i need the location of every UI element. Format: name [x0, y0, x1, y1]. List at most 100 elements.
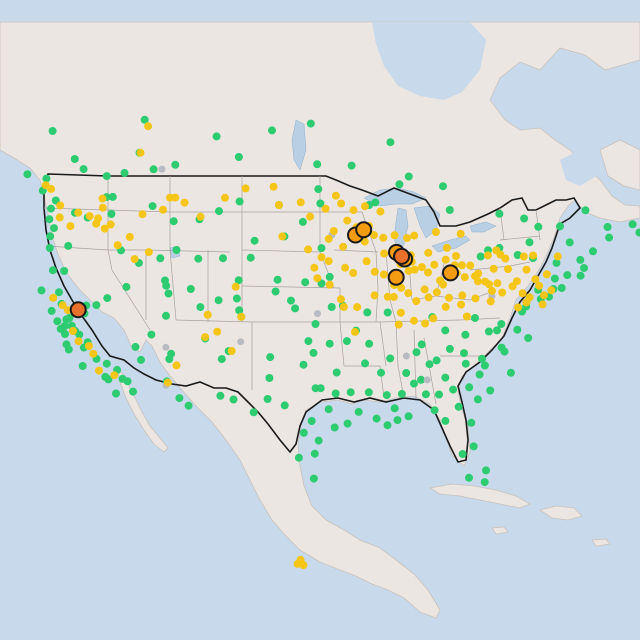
- yellow-site-marker[interactable]: [349, 206, 358, 215]
- green-site-marker[interactable]: [449, 385, 458, 394]
- yellow-site-marker[interactable]: [221, 193, 229, 202]
- green-site-marker[interactable]: [417, 340, 426, 349]
- yellow-site-marker[interactable]: [379, 233, 388, 242]
- green-site-marker[interactable]: [346, 388, 355, 397]
- yellow-site-marker[interactable]: [74, 208, 83, 217]
- green-site-marker[interactable]: [23, 170, 32, 179]
- yellow-site-marker[interactable]: [488, 286, 496, 295]
- green-site-marker[interactable]: [430, 406, 439, 415]
- yellow-site-marker[interactable]: [331, 191, 340, 200]
- green-site-marker[interactable]: [589, 247, 597, 256]
- yellow-site-marker[interactable]: [379, 270, 388, 279]
- green-site-marker[interactable]: [435, 390, 443, 399]
- green-site-marker[interactable]: [229, 395, 238, 404]
- green-site-marker[interactable]: [45, 215, 54, 224]
- yellow-site-marker[interactable]: [172, 361, 181, 370]
- yellow-site-marker[interactable]: [529, 251, 538, 260]
- green-site-marker[interactable]: [361, 359, 369, 368]
- green-site-marker[interactable]: [372, 414, 381, 423]
- yellow-site-marker[interactable]: [404, 266, 413, 275]
- green-site-marker[interactable]: [497, 343, 506, 352]
- green-site-marker[interactable]: [441, 373, 450, 382]
- green-site-marker[interactable]: [445, 344, 454, 353]
- yellow-site-marker[interactable]: [410, 316, 418, 325]
- yellow-site-marker[interactable]: [339, 303, 348, 311]
- yellow-site-marker[interactable]: [163, 378, 172, 387]
- yellow-site-marker[interactable]: [538, 300, 547, 309]
- gray-site-marker[interactable]: [402, 352, 410, 360]
- yellow-site-marker[interactable]: [466, 261, 475, 270]
- yellow-site-marker[interactable]: [383, 292, 392, 301]
- green-site-marker[interactable]: [478, 354, 486, 363]
- green-site-marker[interactable]: [343, 419, 352, 428]
- yellow-site-marker[interactable]: [317, 253, 326, 262]
- green-site-marker[interactable]: [342, 337, 351, 346]
- green-site-marker[interactable]: [317, 244, 326, 253]
- yellow-site-marker[interactable]: [171, 193, 180, 202]
- green-site-marker[interactable]: [603, 223, 612, 231]
- green-site-marker[interactable]: [216, 391, 225, 400]
- yellow-site-marker[interactable]: [159, 205, 167, 214]
- yellow-site-marker[interactable]: [136, 148, 145, 157]
- green-site-marker[interactable]: [167, 349, 176, 358]
- green-site-marker[interactable]: [306, 119, 315, 128]
- yellow-site-marker[interactable]: [380, 249, 389, 258]
- green-site-marker[interactable]: [60, 322, 69, 331]
- green-site-marker[interactable]: [495, 209, 504, 218]
- green-site-marker[interactable]: [64, 241, 73, 250]
- yellow-site-marker[interactable]: [100, 224, 109, 233]
- yellow-site-marker[interactable]: [56, 201, 65, 210]
- yellow-site-marker[interactable]: [396, 308, 405, 317]
- yellow-site-marker[interactable]: [493, 279, 502, 288]
- green-site-marker[interactable]: [149, 165, 158, 174]
- yellow-site-marker[interactable]: [325, 280, 334, 289]
- gray-site-marker[interactable]: [158, 165, 166, 173]
- green-site-marker[interactable]: [107, 210, 116, 218]
- yellow-site-marker[interactable]: [504, 265, 512, 274]
- green-site-marker[interactable]: [266, 353, 275, 362]
- yellow-site-marker[interactable]: [370, 291, 379, 300]
- yellow-site-marker[interactable]: [324, 234, 333, 243]
- gray-site-marker[interactable]: [237, 338, 245, 346]
- yellow-site-marker[interactable]: [474, 269, 483, 278]
- green-site-marker[interactable]: [465, 383, 474, 392]
- green-site-marker[interactable]: [219, 254, 227, 263]
- green-site-marker[interactable]: [47, 306, 56, 315]
- green-site-marker[interactable]: [580, 264, 588, 272]
- yellow-site-marker[interactable]: [458, 261, 466, 270]
- yellow-site-marker[interactable]: [313, 274, 322, 283]
- green-site-marker[interactable]: [156, 254, 165, 263]
- green-site-marker[interactable]: [441, 416, 450, 425]
- green-site-marker[interactable]: [506, 368, 515, 377]
- yellow-site-marker[interactable]: [213, 327, 222, 336]
- green-site-marker[interactable]: [196, 303, 205, 312]
- green-site-marker[interactable]: [311, 320, 320, 328]
- yellow-site-marker[interactable]: [304, 245, 313, 254]
- green-site-marker[interactable]: [365, 339, 374, 348]
- green-site-marker[interactable]: [476, 252, 485, 261]
- green-site-marker[interactable]: [552, 258, 561, 267]
- green-site-marker[interactable]: [486, 386, 495, 395]
- green-site-marker[interactable]: [235, 306, 244, 315]
- red-orange-site-marker[interactable]: [393, 247, 411, 265]
- yellow-site-marker[interactable]: [412, 297, 421, 306]
- green-site-marker[interactable]: [325, 272, 334, 281]
- green-site-marker[interactable]: [313, 160, 322, 169]
- green-site-marker[interactable]: [164, 289, 173, 298]
- green-site-marker[interactable]: [324, 405, 333, 414]
- green-site-marker[interactable]: [215, 207, 223, 216]
- yellow-site-marker[interactable]: [389, 292, 398, 301]
- green-site-marker[interactable]: [520, 214, 529, 223]
- green-site-marker[interactable]: [441, 326, 450, 335]
- gray-site-marker[interactable]: [423, 376, 431, 384]
- green-site-marker[interactable]: [386, 354, 395, 363]
- yellow-site-marker[interactable]: [306, 212, 315, 221]
- yellow-site-marker[interactable]: [410, 231, 419, 240]
- yellow-marker-layer[interactable]: [41, 122, 562, 570]
- green-site-marker[interactable]: [628, 220, 637, 229]
- green-site-marker[interactable]: [102, 359, 111, 368]
- green-site-marker[interactable]: [263, 395, 272, 403]
- yellow-site-marker[interactable]: [457, 300, 466, 309]
- green-site-marker[interactable]: [129, 387, 137, 396]
- yellow-site-marker[interactable]: [430, 260, 439, 269]
